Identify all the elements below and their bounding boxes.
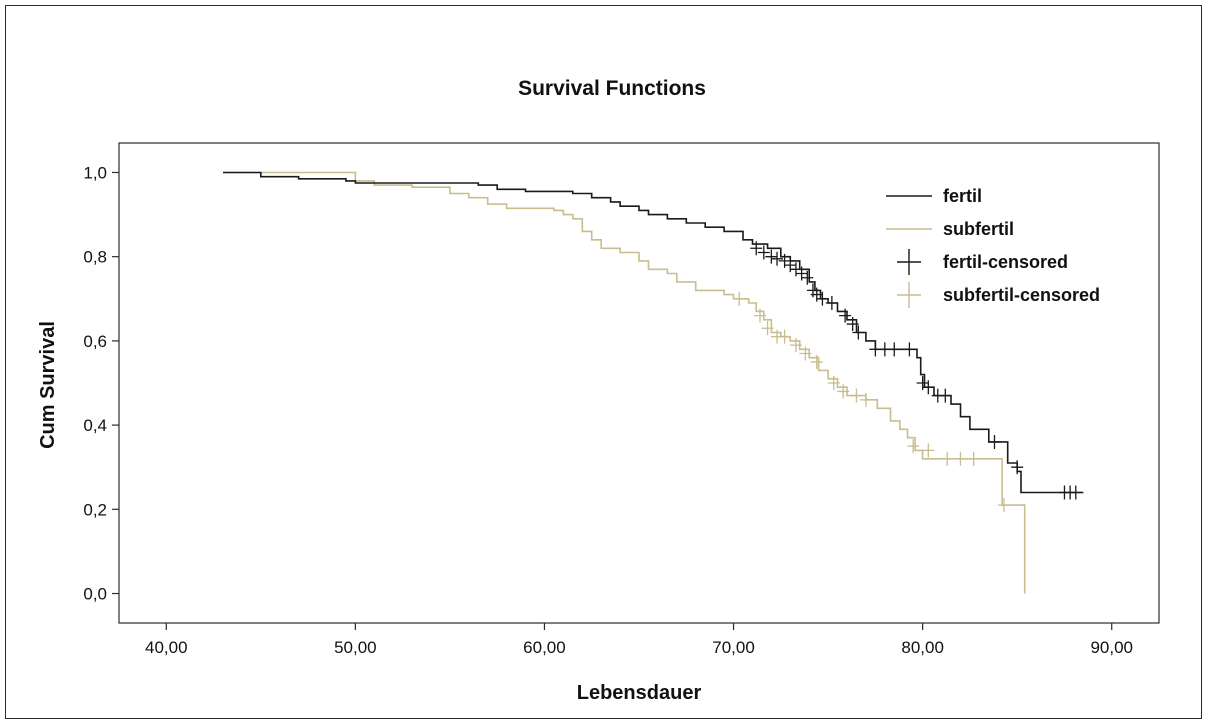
x-tick-label: 90,00: [1090, 638, 1133, 657]
x-tick-label: 70,00: [712, 638, 755, 657]
censored-mark-fertil: [816, 291, 829, 306]
legend-label-fertil: fertil: [943, 186, 982, 206]
censored-mark-subfertil: [733, 291, 746, 306]
survival-chart: Survival Functions 0,0 0,2 0,4 0,6 0,8 1,0 40…: [37, 77, 1160, 704]
censored-mark-subfertil: [799, 346, 812, 361]
censored-mark-subfertil: [810, 354, 823, 369]
censored-mark-subfertil: [850, 388, 863, 403]
censored-mark-fertil: [839, 308, 852, 323]
legend-label-fertil-censored: fertil-censored: [943, 252, 1068, 272]
censored-mark-subfertil: [761, 321, 774, 336]
x-tick-label: 80,00: [901, 638, 944, 657]
censored-mark-fertil: [757, 245, 770, 260]
censored-mark-fertil: [765, 249, 778, 264]
x-axis-label: Lebensdauer: [577, 682, 702, 704]
censored-mark-subfertil: [789, 338, 802, 353]
censored-mark-subfertil: [954, 451, 967, 466]
y-tick-label: 1,0: [83, 163, 107, 182]
x-axis: 40,00 50,00 60,00 70,00 80,00 90,00: [145, 623, 1133, 657]
series-line-subfertil: [223, 171, 1026, 594]
censored-mark-fertil: [1069, 485, 1082, 500]
censored-mark-fertil: [852, 325, 865, 340]
censored-mark-subfertil: [827, 376, 840, 390]
x-tick-label: 40,00: [145, 638, 188, 657]
censored-mark-fertil: [939, 388, 952, 403]
chart-title: Survival Functions: [518, 77, 706, 100]
y-axis: 0,0 0,2 0,4 0,6 0,8 1,0: [83, 163, 119, 604]
y-tick-label: 0,0: [83, 585, 107, 604]
y-tick-label: 0,4: [83, 416, 107, 435]
censored-mark-subfertil: [754, 308, 767, 323]
y-tick-label: 0,2: [83, 500, 107, 519]
censored-mark-fertil: [771, 251, 784, 266]
legend-label-subfertil: subfertil: [943, 219, 1014, 239]
censored-mark-subfertil: [837, 384, 850, 399]
censored-mark-fertil: [825, 296, 838, 310]
plot-area: [118, 142, 1160, 624]
y-tick-label: 0,6: [83, 332, 107, 351]
censored-mark-fertil: [1011, 460, 1024, 475]
censored-mark-fertil: [988, 434, 1001, 449]
censored-mark-fertil: [922, 380, 935, 395]
y-axis-label: Cum Survival: [37, 321, 59, 449]
censored-mark-subfertil: [907, 439, 920, 454]
series-layer: [223, 171, 1084, 594]
x-tick-label: 60,00: [523, 638, 566, 657]
censored-mark-subfertil: [922, 443, 935, 458]
censored-mark-subfertil: [859, 392, 872, 407]
censored-mark-fertil: [846, 317, 859, 332]
censored-mark-fertil: [903, 342, 916, 357]
legend: fertil subfertil fertil-censored subfertil-…: [886, 186, 1100, 308]
legend-swatch-fertil-censored: [897, 249, 921, 275]
censored-mark-fertil: [750, 241, 763, 256]
x-tick-label: 50,00: [334, 638, 377, 657]
censored-mark-subfertil: [967, 451, 980, 466]
censored-mark-subfertil: [941, 451, 954, 466]
y-tick-label: 0,8: [83, 248, 107, 267]
censored-mark-subfertil: [778, 329, 791, 344]
legend-swatch-subfertil-censored: [897, 282, 921, 308]
censored-mark-subfertil: [997, 498, 1010, 513]
censored-mark-fertil: [801, 270, 814, 285]
chart-frame: Survival Functions 0,0 0,2 0,4 0,6 0,8 1,0 40…: [5, 5, 1202, 719]
censored-mark-fertil: [888, 342, 901, 357]
legend-label-subfertil-censored: subfertil-censored: [943, 285, 1100, 305]
